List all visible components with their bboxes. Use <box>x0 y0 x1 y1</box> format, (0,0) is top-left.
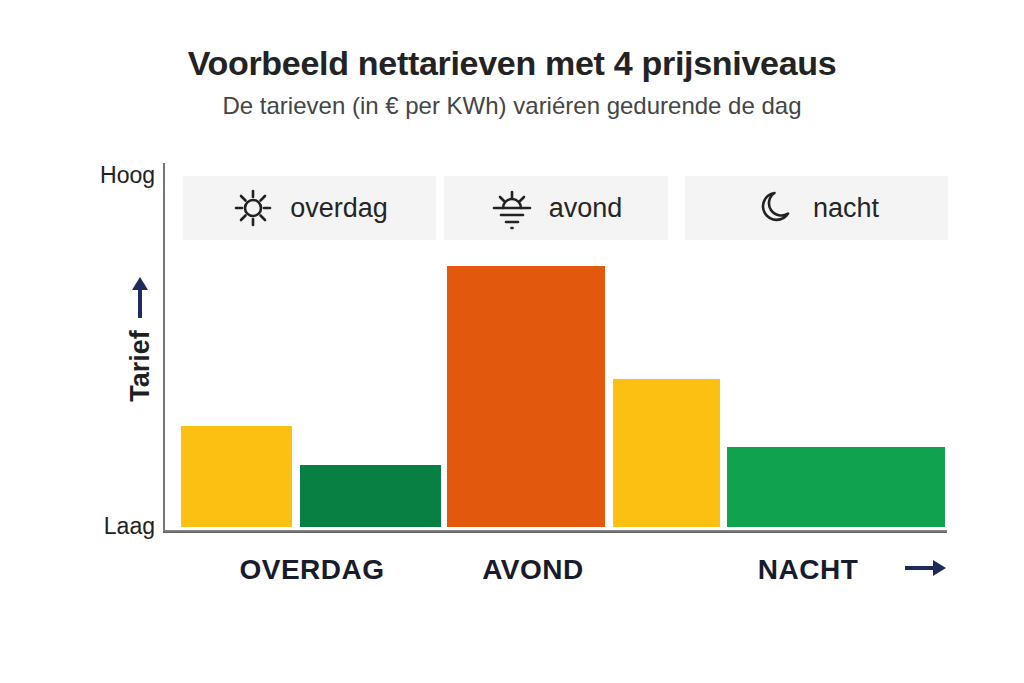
legend-label-avond: avond <box>549 193 623 224</box>
y-axis-up-arrow-icon <box>138 288 142 318</box>
y-axis-max-label: Hoog <box>75 162 155 189</box>
bar-avond-2 <box>447 266 605 527</box>
y-axis-line <box>163 163 165 533</box>
bar-overdag-0 <box>181 426 292 527</box>
x-axis-right-arrow-icon <box>905 566 935 570</box>
y-axis-title: Tarief <box>122 275 158 415</box>
y-axis-title-text: Tarief <box>125 330 156 402</box>
bar-nacht-4 <box>727 447 946 527</box>
legend-item-overdag: overdag <box>183 176 436 240</box>
x-axis-label-overdag: OVERDAG <box>239 554 384 586</box>
bar-overdag-1 <box>300 465 440 527</box>
chart-stage: Voorbeeld nettarieven met 4 prijsniveaus… <box>0 0 1024 683</box>
sunset-icon <box>490 186 534 230</box>
legend-label-nacht: nacht <box>813 193 879 224</box>
bar-avond-3 <box>613 379 720 527</box>
x-axis-line <box>163 530 947 533</box>
legend-label-overdag: overdag <box>290 193 388 224</box>
page-title: Voorbeeld nettarieven met 4 prijsniveaus <box>0 44 1024 83</box>
page-subtitle: De tarieven (in € per KWh) variéren gedu… <box>0 92 1024 120</box>
y-axis-min-label: Laag <box>75 513 155 540</box>
sun-icon <box>231 186 275 230</box>
legend-item-nacht: nacht <box>685 176 948 240</box>
x-axis-label-avond: AVOND <box>482 554 584 586</box>
legend-item-avond: avond <box>444 176 668 240</box>
x-axis-label-nacht: NACHT <box>758 554 859 586</box>
moon-icon <box>754 186 798 230</box>
